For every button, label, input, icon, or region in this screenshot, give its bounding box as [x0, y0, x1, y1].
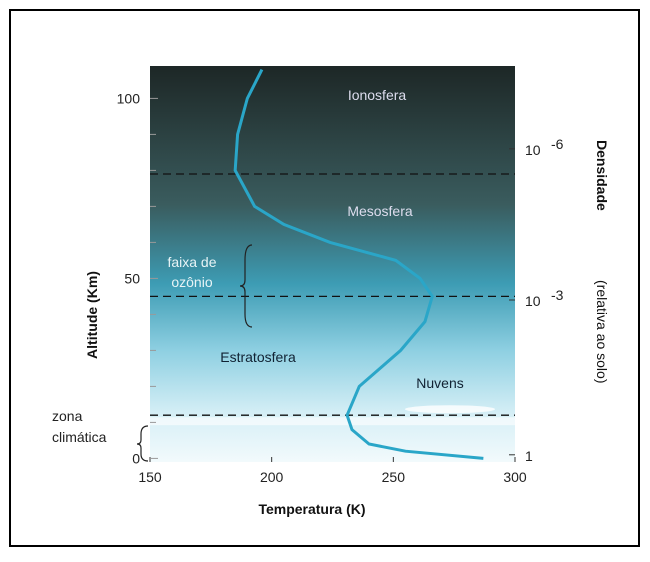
density-label: 1 — [525, 448, 533, 464]
temperature-curve — [233, 68, 484, 460]
plot-background — [150, 66, 515, 462]
density-exponent: -6 — [551, 136, 564, 152]
y-axis-label: Altitude (Km) — [84, 271, 100, 359]
x-tick-label: 250 — [382, 469, 406, 485]
layer-label: Nuvens — [416, 375, 463, 391]
y2-axis-sublabel: (relativa ao solo) — [594, 280, 610, 384]
x-axis-label: Temperatura (K) — [258, 501, 365, 517]
density-label: 10 — [525, 142, 541, 158]
density-label: 10 — [525, 293, 541, 309]
x-tick-label: 300 — [503, 469, 527, 485]
climate-label: zona — [52, 408, 83, 424]
cloud-band — [150, 417, 515, 426]
y-tick-label: 0 — [132, 450, 140, 466]
y-tick-label: 50 — [124, 270, 140, 286]
ozone-brace — [239, 244, 253, 328]
y2-axis-label: Densidade — [594, 140, 610, 211]
cloud — [405, 405, 495, 414]
climate-label: climática — [52, 429, 107, 445]
x-tick-label: 150 — [138, 469, 162, 485]
x-tick-label: 200 — [260, 469, 284, 485]
layer-label: Mesosfera — [347, 203, 413, 219]
y-tick-label: 100 — [117, 90, 141, 106]
ozone-label: ozônio — [171, 274, 212, 290]
climate-brace — [136, 425, 149, 462]
ozone-label: faixa de — [167, 254, 216, 270]
layer-label: Estratosfera — [220, 349, 296, 365]
layer-label: Ionosfera — [348, 87, 407, 103]
density-exponent: -3 — [551, 287, 564, 303]
